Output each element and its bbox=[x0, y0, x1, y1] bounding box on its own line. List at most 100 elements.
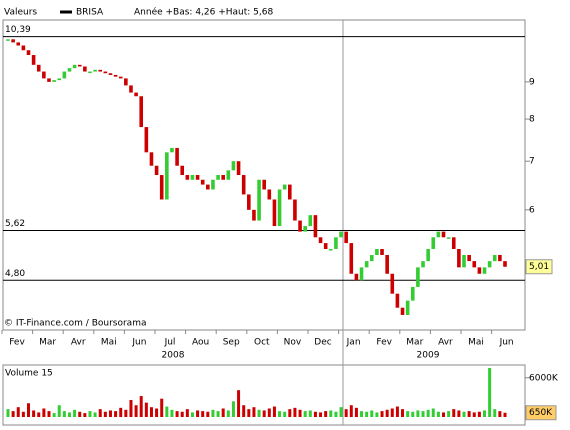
candle bbox=[231, 161, 236, 171]
price-frame bbox=[2, 19, 526, 331]
candle bbox=[170, 147, 174, 153]
candle bbox=[103, 71, 108, 74]
candle bbox=[390, 273, 395, 294]
candle bbox=[293, 199, 297, 221]
volume-bar bbox=[16, 407, 20, 417]
candle bbox=[124, 78, 128, 86]
candle bbox=[31, 55, 36, 65]
candle bbox=[42, 71, 46, 79]
volume-bar bbox=[498, 411, 502, 417]
volume-bar bbox=[119, 407, 123, 417]
volume-frame bbox=[2, 364, 526, 426]
candle bbox=[457, 248, 461, 268]
candle bbox=[11, 39, 15, 43]
candle bbox=[282, 184, 287, 190]
volume-bar bbox=[483, 410, 487, 417]
volume-bar bbox=[339, 407, 343, 417]
candle bbox=[354, 273, 359, 281]
x-tick-label: Avr bbox=[71, 338, 86, 348]
volume-bar bbox=[395, 406, 399, 417]
candle bbox=[247, 194, 251, 210]
candle bbox=[88, 71, 92, 74]
volume-bar bbox=[349, 405, 353, 417]
candle bbox=[467, 254, 471, 262]
volume-bar bbox=[426, 409, 430, 417]
x-tick-label: Jun bbox=[131, 338, 146, 348]
candle bbox=[98, 69, 103, 72]
candle bbox=[216, 175, 220, 180]
candle bbox=[498, 254, 502, 262]
candle bbox=[328, 248, 333, 251]
candle bbox=[257, 179, 261, 221]
candle bbox=[462, 254, 466, 268]
volume-bar bbox=[67, 412, 71, 417]
candle bbox=[113, 74, 118, 77]
volume-bar bbox=[293, 407, 297, 417]
volume-bar bbox=[47, 411, 51, 417]
x-tick-label: Mai bbox=[468, 338, 484, 348]
y-tick-label: 7 bbox=[529, 157, 535, 167]
volume-bar bbox=[211, 409, 215, 417]
candle bbox=[288, 184, 292, 200]
volume-bar bbox=[114, 411, 118, 417]
volume-bar bbox=[103, 411, 107, 417]
volume-bar bbox=[503, 412, 507, 417]
volume-bar bbox=[165, 406, 169, 417]
ref-label: 10,39 bbox=[5, 25, 31, 35]
x-tick-label: Nov bbox=[284, 338, 302, 348]
candle bbox=[487, 261, 492, 268]
candle bbox=[395, 293, 400, 308]
volume-bar bbox=[421, 411, 425, 417]
candle bbox=[129, 85, 133, 93]
candle bbox=[303, 226, 307, 232]
volume-bar bbox=[334, 411, 338, 417]
candle bbox=[149, 152, 154, 166]
candle bbox=[323, 243, 328, 249]
legend-label: Valeurs bbox=[4, 8, 37, 18]
volume-bar bbox=[488, 367, 492, 417]
volume-bar bbox=[272, 406, 276, 417]
volume-bar bbox=[308, 410, 312, 417]
candle bbox=[380, 248, 384, 255]
volume-bar bbox=[73, 409, 77, 417]
candle bbox=[26, 50, 31, 56]
volume-bar bbox=[88, 411, 92, 417]
volume-bar bbox=[129, 399, 133, 417]
volume-bar bbox=[226, 410, 230, 417]
volume-bar bbox=[298, 409, 302, 417]
x-tick-label: Mar bbox=[39, 338, 56, 348]
candle bbox=[21, 45, 26, 51]
candle bbox=[431, 237, 436, 249]
volume-bar bbox=[149, 407, 153, 417]
volume-bar bbox=[257, 409, 261, 417]
volume-bar bbox=[78, 411, 82, 417]
volume-title: Volume 15 bbox=[5, 369, 53, 379]
candle bbox=[308, 215, 313, 227]
candle bbox=[503, 261, 507, 267]
candle bbox=[200, 179, 205, 185]
candle bbox=[344, 231, 348, 244]
volume-bar bbox=[324, 411, 328, 417]
volume-bar bbox=[436, 411, 440, 417]
volume-bar bbox=[447, 411, 451, 417]
last-price-label: 5,01 bbox=[529, 262, 549, 272]
candle bbox=[477, 267, 482, 274]
candle bbox=[154, 165, 159, 176]
candle bbox=[472, 261, 477, 268]
volume-bar bbox=[139, 396, 143, 417]
volume-bar bbox=[313, 411, 317, 417]
volume-bar bbox=[11, 411, 15, 417]
last-volume-label: 650K bbox=[529, 408, 553, 418]
footer: © IT-Finance.com / Boursorama bbox=[4, 319, 146, 329]
volume-bar bbox=[237, 390, 241, 417]
volume-bar bbox=[196, 410, 200, 417]
candle bbox=[369, 254, 374, 262]
volume-bar bbox=[344, 409, 348, 417]
volume-bar bbox=[26, 403, 30, 417]
volume-bar bbox=[360, 411, 364, 417]
volume-bar bbox=[32, 410, 36, 417]
subtitle: Année +Bas: 4,26 +Haut: 5,68 bbox=[134, 7, 273, 18]
candle bbox=[349, 243, 354, 274]
ref-label: 4,80 bbox=[5, 269, 25, 279]
volume-bar bbox=[431, 408, 435, 417]
